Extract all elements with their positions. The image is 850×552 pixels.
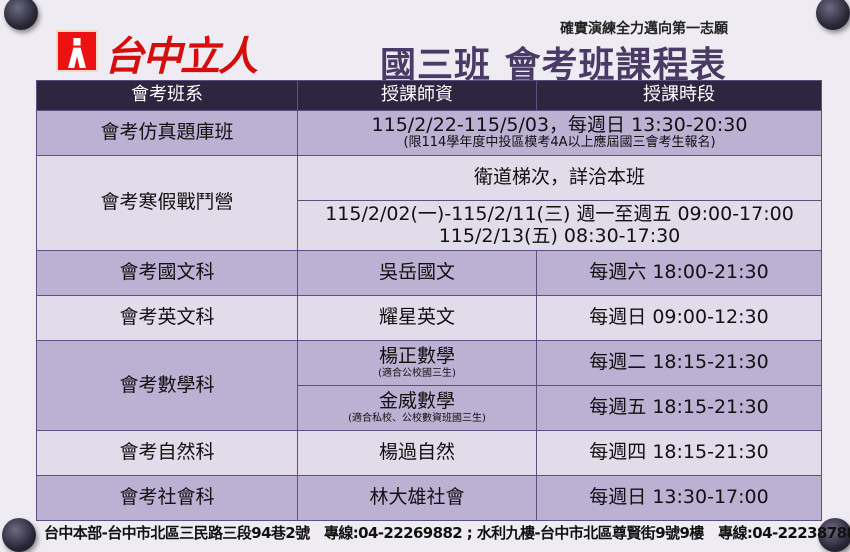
slogan: 確實演練全力邁向第一志願 (560, 21, 728, 37)
row-time: 每週日 09:00-12:30 (536, 295, 822, 341)
footer-contact: 台中本部-台中市北區三民路三段94巷2號 專線:04-22269882 ; 水利… (44, 524, 850, 542)
row-time: 每週四 18:15-21:30 (536, 430, 822, 476)
row-teacher: 楊過自然 (297, 430, 537, 476)
page-title: 國三班 會考班課程表 (380, 45, 727, 86)
logo-icon (56, 30, 98, 72)
pin-icon (4, 0, 38, 30)
row-teacher: 耀星英文 (297, 295, 537, 341)
header-time: 授課時段 (536, 80, 822, 111)
detail-line: 115/2/22-115/5/03，每週日 13:30-20:30 (371, 113, 748, 136)
row-detail: 115/2/22-115/5/03，每週日 13:30-20:30 (限114學… (297, 110, 822, 156)
row-time: 每週日 13:30-17:00 (536, 475, 822, 521)
logo-text: 台中立人 (104, 33, 258, 80)
teacher-name: 金威數學 (378, 390, 455, 413)
header-teacher: 授課師資 (297, 80, 537, 111)
detail-note: (限114學年度中投區模考4A以上應屆國三會考生報名) (403, 135, 716, 151)
teacher-note: (適合公校國三生) (378, 368, 456, 380)
row-name: 會考寒假戰鬥營 (36, 155, 298, 251)
row-time: 每週二 18:15-21:30 (536, 340, 822, 386)
detail-line: 115/2/02(一)-115/2/11(三) 週一至週五 09:00-17:0… (325, 202, 794, 225)
pin-icon (818, 518, 850, 552)
row-time: 每週六 18:00-21:30 (536, 250, 822, 296)
row-detail: 115/2/02(一)-115/2/11(三) 週一至週五 09:00-17:0… (297, 200, 822, 251)
row-name: 會考英文科 (36, 295, 298, 341)
pin-icon (2, 518, 36, 552)
row-teacher: 林大雄社會 (297, 475, 537, 521)
row-teacher: 楊正數學 (適合公校國三生) (297, 340, 537, 386)
row-detail: 衛道梯次，詳洽本班 (297, 155, 822, 201)
row-name: 會考自然科 (36, 430, 298, 476)
row-name: 會考數學科 (36, 340, 298, 431)
row-name: 會考社會科 (36, 475, 298, 521)
header-class: 會考班系 (36, 80, 298, 111)
detail-line: 115/2/13(五) 08:30-17:30 (438, 224, 681, 247)
row-teacher: 吳岳國文 (297, 250, 537, 296)
row-name: 會考國文科 (36, 250, 298, 296)
teacher-name: 楊正數學 (378, 345, 455, 368)
row-name: 會考仿真題庫班 (36, 110, 298, 156)
row-time: 每週五 18:15-21:30 (536, 385, 822, 431)
row-teacher: 金威數學 (適合私校、公校數資班國三生) (297, 385, 537, 431)
teacher-note: (適合私校、公校數資班國三生) (348, 413, 486, 425)
pin-icon (816, 0, 850, 30)
